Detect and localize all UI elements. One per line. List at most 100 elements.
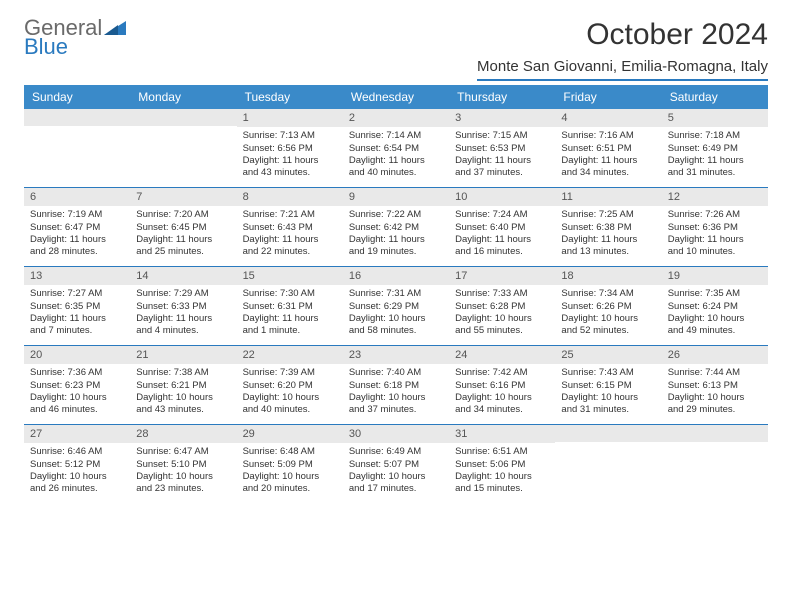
sunset-text: Sunset: 6:31 PM bbox=[243, 301, 337, 313]
day-cell-13: 13Sunrise: 7:27 AMSunset: 6:35 PMDayligh… bbox=[24, 267, 130, 345]
daylight-text: Daylight: 10 hours and 15 minutes. bbox=[455, 471, 549, 496]
logo-text-2: Blue bbox=[24, 37, 126, 58]
daylight-text: Daylight: 10 hours and 52 minutes. bbox=[561, 313, 655, 338]
day-cell-10: 10Sunrise: 7:24 AMSunset: 6:40 PMDayligh… bbox=[449, 188, 555, 266]
day-number: 26 bbox=[662, 346, 768, 364]
sunset-text: Sunset: 6:23 PM bbox=[30, 380, 124, 392]
sunrise-text: Sunrise: 6:51 AM bbox=[455, 446, 549, 458]
day-details: Sunrise: 7:29 AMSunset: 6:33 PMDaylight:… bbox=[130, 285, 236, 341]
day-cell-11: 11Sunrise: 7:25 AMSunset: 6:38 PMDayligh… bbox=[555, 188, 661, 266]
daylight-text: Daylight: 11 hours and 22 minutes. bbox=[243, 234, 337, 259]
sunrise-text: Sunrise: 7:27 AM bbox=[30, 288, 124, 300]
weekday-monday: Monday bbox=[130, 85, 236, 109]
sunset-text: Sunset: 6:51 PM bbox=[561, 143, 655, 155]
daylight-text: Daylight: 10 hours and 26 minutes. bbox=[30, 471, 124, 496]
day-cell-9: 9Sunrise: 7:22 AMSunset: 6:42 PMDaylight… bbox=[343, 188, 449, 266]
day-cell-28: 28Sunrise: 6:47 AMSunset: 5:10 PMDayligh… bbox=[130, 425, 236, 503]
sunrise-text: Sunrise: 7:25 AM bbox=[561, 209, 655, 221]
sunrise-text: Sunrise: 7:29 AM bbox=[136, 288, 230, 300]
daylight-text: Daylight: 10 hours and 34 minutes. bbox=[455, 392, 549, 417]
day-cell-8: 8Sunrise: 7:21 AMSunset: 6:43 PMDaylight… bbox=[237, 188, 343, 266]
week-row: 6Sunrise: 7:19 AMSunset: 6:47 PMDaylight… bbox=[24, 188, 768, 267]
sunset-text: Sunset: 6:13 PM bbox=[668, 380, 762, 392]
day-cell-22: 22Sunrise: 7:39 AMSunset: 6:20 PMDayligh… bbox=[237, 346, 343, 424]
day-number: 14 bbox=[130, 267, 236, 285]
sunrise-text: Sunrise: 7:43 AM bbox=[561, 367, 655, 379]
day-details: Sunrise: 7:30 AMSunset: 6:31 PMDaylight:… bbox=[237, 285, 343, 341]
daylight-text: Daylight: 11 hours and 34 minutes. bbox=[561, 155, 655, 180]
daylight-text: Daylight: 10 hours and 17 minutes. bbox=[349, 471, 443, 496]
page-header: General Blue October 2024 Monte San Giov… bbox=[24, 18, 768, 81]
calendar: SundayMondayTuesdayWednesdayThursdayFrid… bbox=[24, 85, 768, 503]
day-details: Sunrise: 7:40 AMSunset: 6:18 PMDaylight:… bbox=[343, 364, 449, 420]
day-number bbox=[130, 109, 236, 126]
weekday-thursday: Thursday bbox=[449, 85, 555, 109]
sunset-text: Sunset: 6:28 PM bbox=[455, 301, 549, 313]
day-details: Sunrise: 7:20 AMSunset: 6:45 PMDaylight:… bbox=[130, 206, 236, 262]
day-cell-12: 12Sunrise: 7:26 AMSunset: 6:36 PMDayligh… bbox=[662, 188, 768, 266]
day-cell-25: 25Sunrise: 7:43 AMSunset: 6:15 PMDayligh… bbox=[555, 346, 661, 424]
sunrise-text: Sunrise: 7:38 AM bbox=[136, 367, 230, 379]
sunset-text: Sunset: 6:54 PM bbox=[349, 143, 443, 155]
day-details: Sunrise: 7:31 AMSunset: 6:29 PMDaylight:… bbox=[343, 285, 449, 341]
daylight-text: Daylight: 11 hours and 43 minutes. bbox=[243, 155, 337, 180]
weekday-tuesday: Tuesday bbox=[237, 85, 343, 109]
day-details: Sunrise: 7:24 AMSunset: 6:40 PMDaylight:… bbox=[449, 206, 555, 262]
sunset-text: Sunset: 6:53 PM bbox=[455, 143, 549, 155]
day-details: Sunrise: 7:33 AMSunset: 6:28 PMDaylight:… bbox=[449, 285, 555, 341]
sunrise-text: Sunrise: 6:46 AM bbox=[30, 446, 124, 458]
week-row: 13Sunrise: 7:27 AMSunset: 6:35 PMDayligh… bbox=[24, 267, 768, 346]
week-row: 1Sunrise: 7:13 AMSunset: 6:56 PMDaylight… bbox=[24, 109, 768, 188]
sunset-text: Sunset: 6:35 PM bbox=[30, 301, 124, 313]
sunset-text: Sunset: 6:15 PM bbox=[561, 380, 655, 392]
sunrise-text: Sunrise: 7:20 AM bbox=[136, 209, 230, 221]
sunrise-text: Sunrise: 7:31 AM bbox=[349, 288, 443, 300]
day-cell-19: 19Sunrise: 7:35 AMSunset: 6:24 PMDayligh… bbox=[662, 267, 768, 345]
day-details: Sunrise: 7:35 AMSunset: 6:24 PMDaylight:… bbox=[662, 285, 768, 341]
title-block: October 2024 Monte San Giovanni, Emilia-… bbox=[477, 18, 768, 81]
sunrise-text: Sunrise: 7:30 AM bbox=[243, 288, 337, 300]
day-cell-empty bbox=[555, 425, 661, 503]
day-number bbox=[24, 109, 130, 126]
day-number: 6 bbox=[24, 188, 130, 206]
sunrise-text: Sunrise: 7:34 AM bbox=[561, 288, 655, 300]
day-cell-29: 29Sunrise: 6:48 AMSunset: 5:09 PMDayligh… bbox=[237, 425, 343, 503]
day-cell-empty bbox=[130, 109, 236, 187]
day-details: Sunrise: 7:25 AMSunset: 6:38 PMDaylight:… bbox=[555, 206, 661, 262]
daylight-text: Daylight: 11 hours and 10 minutes. bbox=[668, 234, 762, 259]
day-cell-17: 17Sunrise: 7:33 AMSunset: 6:28 PMDayligh… bbox=[449, 267, 555, 345]
sunset-text: Sunset: 6:45 PM bbox=[136, 222, 230, 234]
daylight-text: Daylight: 11 hours and 13 minutes. bbox=[561, 234, 655, 259]
daylight-text: Daylight: 11 hours and 1 minute. bbox=[243, 313, 337, 338]
day-details: Sunrise: 7:15 AMSunset: 6:53 PMDaylight:… bbox=[449, 127, 555, 183]
sunset-text: Sunset: 5:07 PM bbox=[349, 459, 443, 471]
day-details: Sunrise: 6:49 AMSunset: 5:07 PMDaylight:… bbox=[343, 443, 449, 499]
day-details: Sunrise: 7:26 AMSunset: 6:36 PMDaylight:… bbox=[662, 206, 768, 262]
day-details: Sunrise: 7:27 AMSunset: 6:35 PMDaylight:… bbox=[24, 285, 130, 341]
day-number: 8 bbox=[237, 188, 343, 206]
sunrise-text: Sunrise: 6:47 AM bbox=[136, 446, 230, 458]
week-row: 20Sunrise: 7:36 AMSunset: 6:23 PMDayligh… bbox=[24, 346, 768, 425]
sunset-text: Sunset: 6:36 PM bbox=[668, 222, 762, 234]
day-number: 1 bbox=[237, 109, 343, 127]
day-number: 15 bbox=[237, 267, 343, 285]
sunset-text: Sunset: 6:49 PM bbox=[668, 143, 762, 155]
daylight-text: Daylight: 10 hours and 58 minutes. bbox=[349, 313, 443, 338]
day-details: Sunrise: 7:16 AMSunset: 6:51 PMDaylight:… bbox=[555, 127, 661, 183]
sunset-text: Sunset: 6:18 PM bbox=[349, 380, 443, 392]
sunset-text: Sunset: 6:20 PM bbox=[243, 380, 337, 392]
sunrise-text: Sunrise: 7:39 AM bbox=[243, 367, 337, 379]
day-details: Sunrise: 6:48 AMSunset: 5:09 PMDaylight:… bbox=[237, 443, 343, 499]
month-title: October 2024 bbox=[477, 18, 768, 52]
day-cell-27: 27Sunrise: 6:46 AMSunset: 5:12 PMDayligh… bbox=[24, 425, 130, 503]
sunrise-text: Sunrise: 7:22 AM bbox=[349, 209, 443, 221]
day-cell-26: 26Sunrise: 7:44 AMSunset: 6:13 PMDayligh… bbox=[662, 346, 768, 424]
daylight-text: Daylight: 11 hours and 40 minutes. bbox=[349, 155, 443, 180]
day-number: 31 bbox=[449, 425, 555, 443]
day-details: Sunrise: 7:44 AMSunset: 6:13 PMDaylight:… bbox=[662, 364, 768, 420]
day-number: 21 bbox=[130, 346, 236, 364]
weekday-sunday: Sunday bbox=[24, 85, 130, 109]
day-number: 19 bbox=[662, 267, 768, 285]
day-number: 29 bbox=[237, 425, 343, 443]
day-number: 20 bbox=[24, 346, 130, 364]
